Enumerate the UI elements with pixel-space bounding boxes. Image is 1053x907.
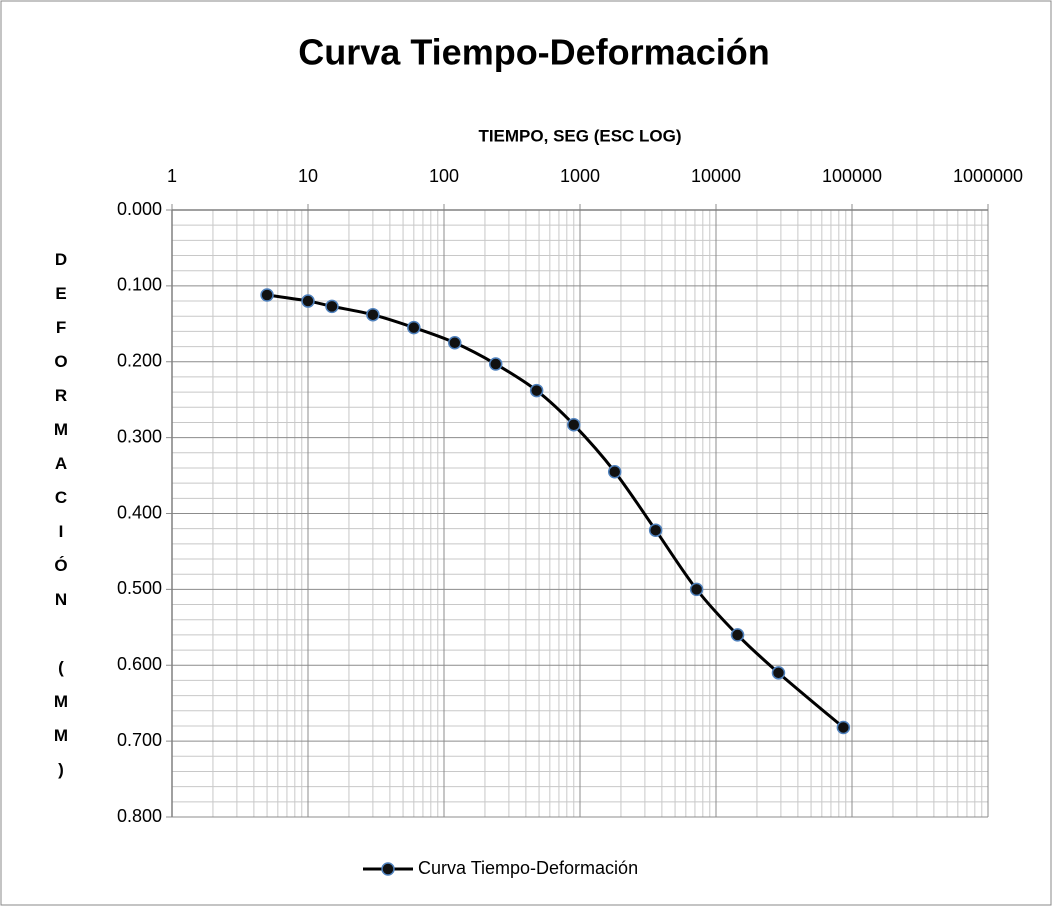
data-point <box>260 288 274 302</box>
data-point <box>730 628 745 642</box>
y-tick-label: 0.100 <box>117 275 162 295</box>
y-axis-label: DEFORMACIÓN (MM) <box>52 250 71 794</box>
x-tick-label: 100000 <box>822 166 882 186</box>
y-tick-label: 0.400 <box>117 502 162 522</box>
x-tick-label: 1000000 <box>953 166 1023 186</box>
data-point <box>366 307 380 322</box>
chart-title: Curva Tiempo-Deformación <box>298 32 769 73</box>
legend-label: Curva Tiempo-Deformación <box>418 858 638 878</box>
y-tick-label: 0.200 <box>117 351 162 371</box>
data-point <box>301 294 315 308</box>
legend-marker <box>381 862 395 876</box>
data-point <box>648 523 663 537</box>
data-point <box>448 336 462 350</box>
data-point <box>529 383 544 398</box>
x-tick-label: 100 <box>429 166 459 186</box>
data-point <box>771 666 786 680</box>
data-point <box>836 720 851 735</box>
y-tick-label: 0.700 <box>117 730 162 750</box>
x-tick-label: 10000 <box>691 166 741 186</box>
data-point <box>607 465 622 479</box>
y-tick-label: 0.000 <box>117 199 162 219</box>
x-tick-label: 10 <box>298 166 318 186</box>
y-tick-label: 0.500 <box>117 578 162 598</box>
x-tick-label: 1000 <box>560 166 600 186</box>
data-point <box>689 582 704 597</box>
y-tick-label: 0.600 <box>117 654 162 674</box>
data-point <box>567 417 581 432</box>
data-point <box>407 320 421 335</box>
y-tick-label: 0.800 <box>117 806 162 826</box>
x-axis-label: TIEMPO, SEG (ESC LOG) <box>478 126 681 145</box>
data-point <box>488 357 503 371</box>
data-point <box>325 299 339 314</box>
y-tick-label: 0.300 <box>117 426 162 446</box>
x-tick-label: 1 <box>167 166 177 186</box>
